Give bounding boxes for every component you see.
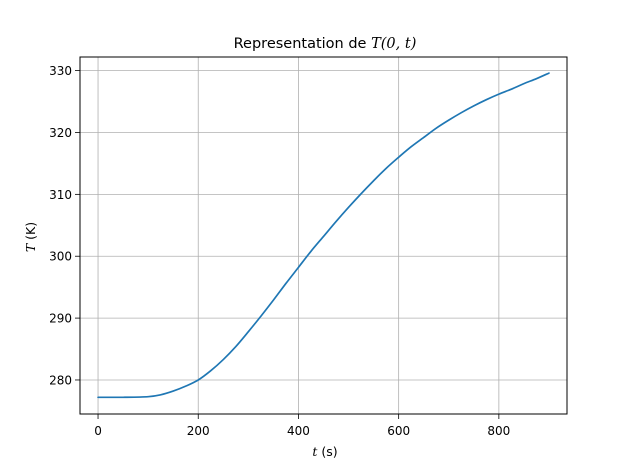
y-axis-label-var: T	[23, 242, 38, 252]
y-tick-label: 280	[49, 373, 72, 387]
y-tick-label: 290	[49, 312, 72, 326]
x-tick-label: 400	[287, 424, 310, 438]
y-tick-label: 320	[49, 126, 72, 140]
x-axis-label: t (s)	[312, 444, 337, 459]
x-tick-label: 0	[94, 424, 102, 438]
chart-title-math: T(0, t)	[371, 36, 416, 52]
plot-frame	[79, 56, 568, 415]
y-axis-label: T (K)	[23, 222, 38, 252]
series-line	[97, 72, 550, 399]
axis-ticks: 0 200 400 600 800 280 290 300 310 320 330	[49, 64, 510, 438]
chart-title-prefix: Representation de	[234, 36, 371, 52]
x-tick-label: 600	[387, 424, 410, 438]
x-axis-label-unit: (s)	[317, 444, 337, 459]
chart-title: Representation de T(0, t)	[234, 36, 417, 52]
series-layer	[97, 72, 550, 399]
y-tick-label: 330	[49, 64, 72, 78]
y-tick-label: 310	[49, 188, 72, 202]
y-tick-label: 300	[49, 250, 72, 264]
x-axis-label-var: t	[312, 444, 318, 459]
grid-lines	[80, 57, 567, 414]
y-axis-label-unit: (K)	[23, 222, 38, 244]
x-tick-label: 800	[487, 424, 510, 438]
x-tick-label: 200	[187, 424, 210, 438]
